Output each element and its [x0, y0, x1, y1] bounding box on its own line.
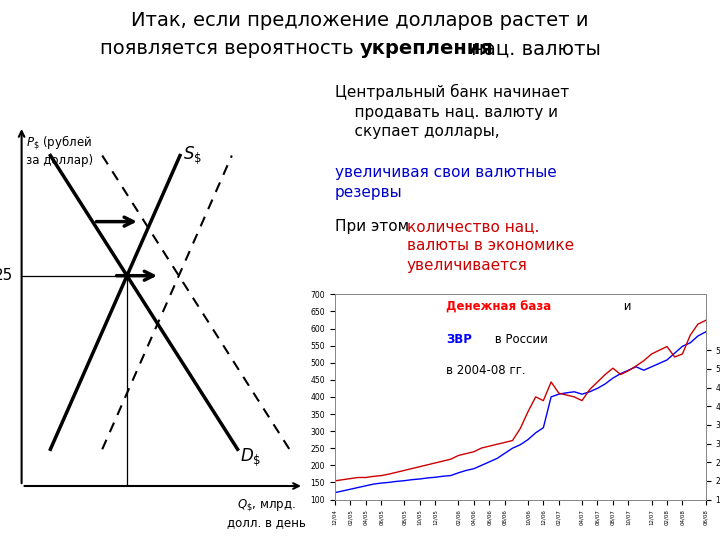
Text: $Q_{\$}$, млрд.
долл. в день: $Q_{\$}$, млрд. долл. в день	[227, 497, 306, 529]
Text: ЗВР: ЗВР	[446, 333, 472, 346]
Text: $P_{\$}$ (рублей
за доллар): $P_{\$}$ (рублей за доллар)	[26, 133, 93, 167]
Text: Денежная база: Денежная база	[446, 300, 552, 313]
Text: При этом: При этом	[335, 219, 414, 234]
Text: Центральный банк начинает
    продавать нац. валюту и
    скупает доллары,: Центральный банк начинает продавать нац.…	[335, 84, 569, 139]
Text: 25: 25	[0, 268, 13, 283]
Text: появляется вероятность: появляется вероятность	[100, 39, 360, 58]
Text: укрепления: укрепления	[360, 39, 494, 58]
Text: и: и	[621, 300, 632, 313]
Text: увеличивая свои валютные
резервы: увеличивая свои валютные резервы	[335, 165, 557, 199]
Text: в 2004-08 гг.: в 2004-08 гг.	[446, 364, 526, 377]
Text: $S_{\$}$: $S_{\$}$	[183, 145, 202, 166]
Text: в России: в России	[490, 333, 547, 346]
Text: нац. валюты: нац. валюты	[465, 39, 601, 58]
Text: количество нац.
валюты в экономике
увеличивается: количество нац. валюты в экономике увели…	[407, 219, 574, 273]
Text: Итак, если предложение долларов растет и: Итак, если предложение долларов растет и	[131, 11, 589, 30]
Text: $D_{\$}$: $D_{\$}$	[240, 446, 262, 468]
